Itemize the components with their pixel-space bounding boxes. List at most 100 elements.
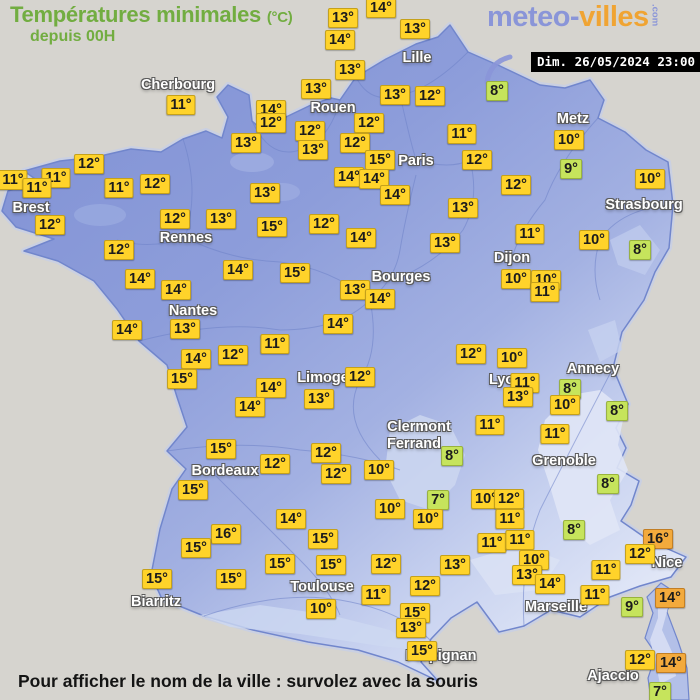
temp-label[interactable]: 11°: [495, 509, 525, 529]
temp-label[interactable]: 13°: [170, 319, 200, 339]
temp-label[interactable]: 11°: [580, 585, 610, 605]
temp-label[interactable]: 10°: [375, 499, 405, 519]
temp-label[interactable]: 13°: [328, 8, 358, 28]
temp-label[interactable]: 11°: [591, 560, 621, 580]
temp-label[interactable]: 13°: [448, 198, 478, 218]
temp-label[interactable]: 8°: [597, 474, 619, 494]
temp-label[interactable]: 10°: [497, 348, 527, 368]
temp-label[interactable]: 15°: [167, 369, 197, 389]
temp-label[interactable]: 12°: [501, 175, 531, 195]
temp-label[interactable]: 11°: [447, 124, 477, 144]
temp-label[interactable]: 13°: [512, 565, 542, 585]
temp-label[interactable]: 14°: [365, 289, 395, 309]
temp-label[interactable]: 12°: [462, 150, 492, 170]
temp-label[interactable]: 13°: [380, 85, 410, 105]
temp-label[interactable]: 14°: [181, 349, 211, 369]
temp-label[interactable]: 12°: [74, 154, 104, 174]
temp-label[interactable]: 10°: [635, 169, 665, 189]
temp-label[interactable]: 13°: [430, 233, 460, 253]
temp-label[interactable]: 13°: [340, 280, 370, 300]
temp-label[interactable]: 15°: [206, 439, 236, 459]
temp-label[interactable]: 11°: [540, 424, 570, 444]
temp-label[interactable]: 11°: [104, 178, 134, 198]
temp-label[interactable]: 12°: [625, 650, 655, 670]
temp-label[interactable]: 12°: [104, 240, 134, 260]
temp-label[interactable]: 12°: [494, 489, 524, 509]
temp-label[interactable]: 14°: [256, 378, 286, 398]
temp-label[interactable]: 15°: [257, 217, 287, 237]
temp-label[interactable]: 11°: [530, 282, 560, 302]
temp-label[interactable]: 12°: [340, 133, 370, 153]
temp-label[interactable]: 12°: [295, 121, 325, 141]
temp-label[interactable]: 13°: [231, 133, 261, 153]
temp-label[interactable]: 13°: [206, 209, 236, 229]
temp-label[interactable]: 11°: [22, 178, 52, 198]
temp-label[interactable]: 12°: [415, 86, 445, 106]
temp-label[interactable]: 14°: [325, 30, 355, 50]
temp-label[interactable]: 12°: [371, 554, 401, 574]
temp-label[interactable]: 8°: [606, 401, 628, 421]
temp-label[interactable]: 12°: [218, 345, 248, 365]
temp-label[interactable]: 14°: [276, 509, 306, 529]
temp-label[interactable]: 13°: [335, 60, 365, 80]
temp-label[interactable]: 8°: [486, 81, 508, 101]
temp-label[interactable]: 10°: [501, 269, 531, 289]
temp-label[interactable]: 10°: [471, 489, 501, 509]
temp-label[interactable]: 14°: [125, 269, 155, 289]
temp-label[interactable]: 14°: [380, 185, 410, 205]
temp-label[interactable]: 12°: [625, 544, 655, 564]
temp-label[interactable]: 7°: [649, 682, 671, 700]
temp-label[interactable]: 8°: [563, 520, 585, 540]
temp-label[interactable]: 13°: [250, 183, 280, 203]
temp-label[interactable]: 12°: [321, 464, 351, 484]
temp-label[interactable]: 8°: [441, 446, 463, 466]
temp-label[interactable]: 11°: [166, 95, 196, 115]
temp-label[interactable]: 14°: [346, 228, 376, 248]
temp-label[interactable]: 14°: [655, 588, 685, 608]
temp-label[interactable]: 15°: [316, 555, 346, 575]
temp-label[interactable]: 10°: [413, 509, 443, 529]
temp-label[interactable]: 15°: [181, 538, 211, 558]
temp-label[interactable]: 10°: [579, 230, 609, 250]
temp-label[interactable]: 13°: [301, 79, 331, 99]
temp-label[interactable]: 12°: [354, 113, 384, 133]
temp-label[interactable]: 10°: [554, 130, 584, 150]
temp-label[interactable]: 14°: [235, 397, 265, 417]
temp-label[interactable]: 11°: [515, 224, 545, 244]
temp-label[interactable]: 11°: [505, 530, 535, 550]
temp-label[interactable]: 8°: [629, 240, 651, 260]
temp-label[interactable]: 12°: [160, 209, 190, 229]
temp-label[interactable]: 12°: [35, 215, 65, 235]
temp-label[interactable]: 9°: [560, 159, 582, 179]
temp-label[interactable]: 12°: [410, 576, 440, 596]
temp-label[interactable]: 15°: [365, 150, 395, 170]
temp-label[interactable]: 12°: [140, 174, 170, 194]
temp-label[interactable]: 15°: [308, 529, 338, 549]
temp-label[interactable]: 11°: [477, 533, 507, 553]
temp-label[interactable]: 15°: [142, 569, 172, 589]
temp-label[interactable]: 9°: [621, 597, 643, 617]
temp-label[interactable]: 14°: [223, 260, 253, 280]
temp-label[interactable]: 13°: [400, 19, 430, 39]
temp-label[interactable]: 12°: [260, 454, 290, 474]
temp-label[interactable]: 12°: [256, 113, 286, 133]
temp-label[interactable]: 14°: [535, 574, 565, 594]
temp-label[interactable]: 13°: [440, 555, 470, 575]
temp-label[interactable]: 11°: [475, 415, 505, 435]
temp-label[interactable]: 14°: [161, 280, 191, 300]
temp-label[interactable]: 13°: [396, 618, 426, 638]
temp-label[interactable]: 12°: [311, 443, 341, 463]
temp-label[interactable]: 8°: [559, 379, 581, 399]
temp-label[interactable]: 7°: [427, 490, 449, 510]
temp-label[interactable]: 14°: [112, 320, 142, 340]
temp-label[interactable]: 14°: [323, 314, 353, 334]
temp-label[interactable]: 12°: [345, 367, 375, 387]
temp-label[interactable]: 13°: [298, 140, 328, 160]
temp-label[interactable]: 15°: [216, 569, 246, 589]
temp-label[interactable]: 15°: [178, 480, 208, 500]
temp-label[interactable]: 15°: [407, 641, 437, 661]
temp-label[interactable]: 15°: [280, 263, 310, 283]
meteo-villes-logo[interactable]: meteo-villes.com: [487, 1, 661, 34]
temp-label[interactable]: 13°: [304, 389, 334, 409]
temp-label[interactable]: 12°: [456, 344, 486, 364]
